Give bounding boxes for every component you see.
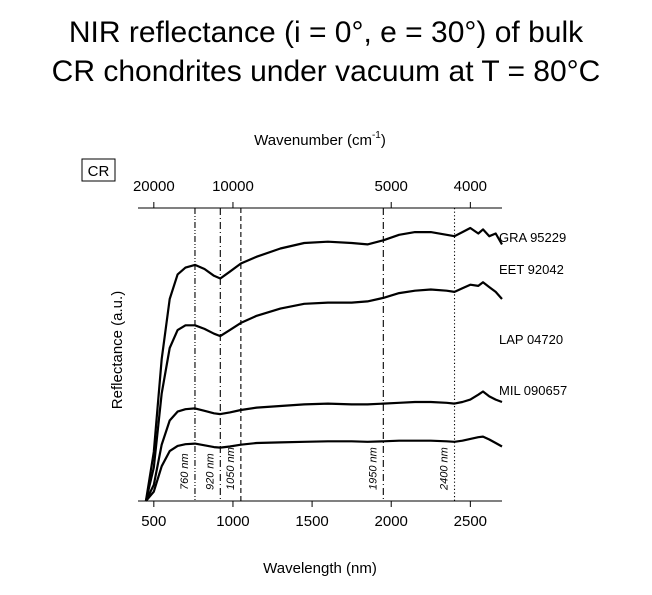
top-axis-label-main: Wavenumber (cm — [254, 132, 372, 149]
x-tick-label: 2500 — [454, 513, 487, 530]
series-label: LAP 04720 — [499, 332, 563, 347]
x-tick-label: 2000 — [375, 513, 408, 530]
x-tick-label: 500 — [141, 513, 166, 530]
top-axis-label-sup: -1 — [372, 130, 381, 141]
top-axis-label-end: ) — [381, 132, 386, 149]
chart-title-line-2: CR chondrites under vacuum at T = 80°C — [51, 55, 601, 88]
series-label: EET 92042 — [499, 262, 564, 277]
series-line — [144, 281, 503, 502]
cr-label-box — [81, 158, 116, 182]
reference-line-label: 760 nm — [179, 453, 191, 490]
series-label: MIL 090657 — [499, 383, 567, 398]
series-label: GRA 95229 — [499, 230, 566, 245]
reference-line-label: 1950 nm — [367, 447, 379, 490]
spectra-series: GRA 95229 EET 92042 LAP 04720 MIL 090657 — [144, 226, 567, 502]
top-tick-label: 20000 — [133, 178, 175, 195]
cr-label: CR — [88, 163, 110, 180]
top-tick-label: 10000 — [212, 178, 254, 195]
reference-line-label: 1050 nm — [225, 447, 237, 490]
series-line — [144, 390, 503, 502]
x-tick-label: 1000 — [216, 513, 249, 530]
top-tick-label: 5000 — [375, 178, 408, 195]
x-axis-label: Wavelength (nm) — [263, 560, 377, 577]
top-tick-label: 4000 — [454, 178, 487, 195]
x-tick-label: 1500 — [295, 513, 328, 530]
chart-title-line-1: NIR reflectance (i = 0°, e = 30°) of bul… — [68, 16, 584, 49]
series-line — [145, 435, 503, 502]
reference-line-label: 920 nm — [204, 453, 216, 490]
series-line — [144, 226, 503, 502]
top-axis-label: Wavenumber (cm-1) — [254, 130, 386, 149]
y-axis-label: Reflectance (a.u.) — [109, 291, 126, 409]
axes: 500 1000 1500 2000 2500 20000 10000 5000 4000 — [133, 178, 502, 530]
reference-lines: 760 nm 920 nm 1050 nm 1950 nm 2400 nm — [179, 208, 456, 501]
reference-line-label: 2400 nm — [439, 447, 451, 491]
